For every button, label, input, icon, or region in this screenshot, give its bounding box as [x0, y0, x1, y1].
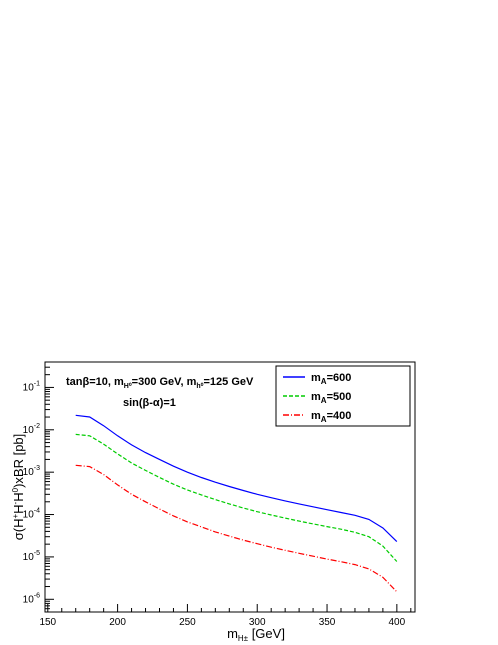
- series-line-0: [75, 414, 398, 543]
- y-tick-label: 10-2: [23, 423, 40, 436]
- x-tick-label: 400: [389, 617, 406, 628]
- y-axis-ticks: 10-6 10-5 10-4 10-3 10-2 10-1: [23, 366, 54, 610]
- y-tick-label: 10-3: [23, 465, 40, 478]
- x-tick-label: 200: [109, 617, 126, 628]
- y-axis-label: σ(H+H-H0)xBR [pb]: [11, 434, 26, 541]
- x-tick-label: 150: [39, 617, 56, 628]
- y-tick-label: 10-4: [23, 508, 40, 521]
- series-line-2: [75, 464, 398, 593]
- x-tick-label: 250: [179, 617, 196, 628]
- annotation-line-1: tanβ=10, mH⁰=300 GeV, mh⁰=125 GeV: [66, 376, 254, 390]
- legend-label-0: mA=600: [311, 372, 351, 386]
- y-tick-label: 10-5: [23, 550, 40, 563]
- legend-label-2: mA=400: [311, 410, 351, 424]
- legend-label-1: mA=500: [311, 391, 351, 405]
- legend: mA=600 mA=500 mA=400: [275, 365, 411, 427]
- series-line-1: [75, 433, 398, 562]
- y-tick-label: 10-6: [23, 592, 40, 605]
- x-tick-label: 300: [249, 617, 266, 628]
- x-axis-ticks: 150 200 250 300 350 400: [39, 604, 412, 628]
- x-axis-label: mH± [GeV]: [227, 626, 285, 643]
- y-tick-label: 10-1: [23, 380, 40, 393]
- x-tick-label: 350: [319, 617, 336, 628]
- series-layer: [75, 414, 398, 593]
- annotation-line-2: sin(β-α)=1: [123, 397, 176, 409]
